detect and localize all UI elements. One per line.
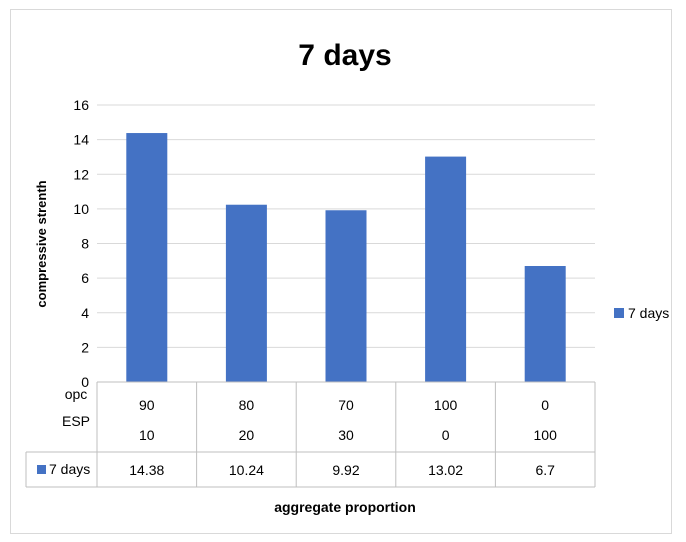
y-axis-label: compressive strenth [34,180,49,307]
bar [425,156,467,382]
row-header-esp: ESP [62,413,90,429]
data-table: opc ESP 7 days 90 10 14.38 80 20 10.24 70 30 9.92 10… [25,381,596,488]
category-esp-label: 30 [338,427,354,443]
y-tick-label: 16 [73,97,89,113]
category-opc-label: 70 [338,397,354,413]
category-esp-label: 20 [239,427,255,443]
legend-label: 7 days [628,305,669,321]
bars [126,133,566,382]
category-opc-label: 0 [541,397,549,413]
category-esp-label: 10 [139,427,155,443]
table-legend-swatch [37,465,46,474]
category-opc-label: 90 [139,397,155,413]
y-tick-label: 10 [73,201,89,217]
y-tick-label: 8 [81,236,89,252]
y-tick-label: 2 [81,339,89,355]
legend-swatch [614,308,624,318]
category-esp-label: 0 [442,427,450,443]
y-tick-label: 0 [81,374,89,390]
y-tick-labels: 0 2 4 6 8 10 12 14 16 [73,97,89,390]
chart-title: 7 days [298,39,391,72]
table-value-cell: 13.02 [428,462,463,478]
category-opc-label: 80 [239,397,255,413]
table-value-cell: 14.38 [129,462,164,478]
x-axis-label: aggregate proportion [274,499,416,515]
row-header-opc: opc [65,386,88,402]
y-tick-label: 14 [73,132,89,148]
table-value-cell: 9.92 [332,462,359,478]
y-tick-label: 12 [73,166,89,182]
table-value-cell: 10.24 [229,462,264,478]
category-esp-label: 100 [534,427,558,443]
bar [126,133,168,382]
table-value-cell: 6.7 [535,462,555,478]
bar [225,204,267,382]
y-tick-label: 4 [81,305,89,321]
legend: 7 days [614,305,669,321]
table-series-label: 7 days [49,461,90,477]
bar [325,210,367,382]
category-opc-label: 100 [434,397,458,413]
y-tick-label: 6 [81,270,89,286]
bar [524,266,566,382]
